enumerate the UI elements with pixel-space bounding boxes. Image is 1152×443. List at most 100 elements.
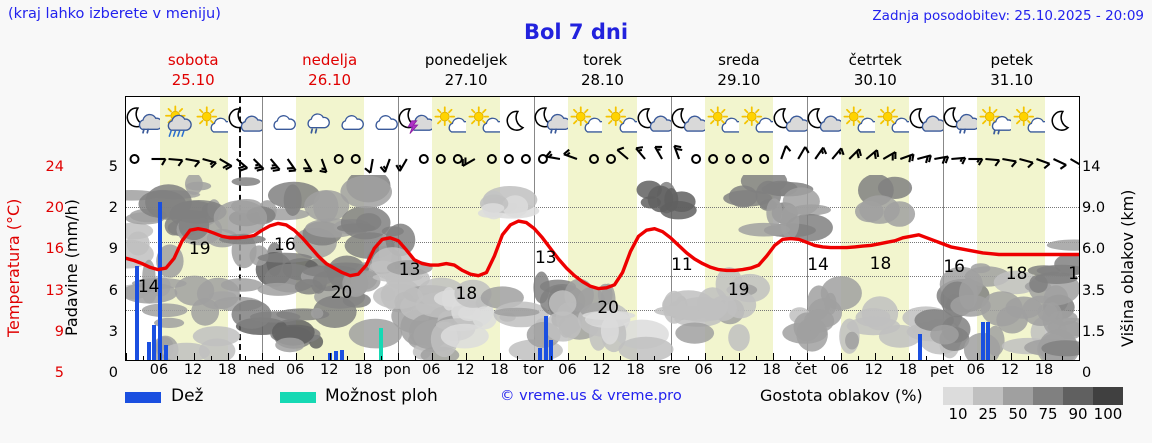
- cloud-blob: [1058, 320, 1079, 340]
- x-axis-tick: [177, 356, 179, 360]
- precipitation-tick: 0: [108, 365, 118, 381]
- cloud-height-tick: 1.5: [1082, 323, 1106, 340]
- cloud-blob: [310, 308, 324, 319]
- x-axis-tick: [126, 353, 127, 360]
- x-axis-tick: [296, 353, 298, 360]
- wind-barb: [725, 154, 736, 164]
- x-axis-tick: [789, 356, 791, 360]
- cloud-height-tick: 6.0: [1082, 241, 1106, 258]
- x-axis-label: 18: [762, 362, 781, 378]
- precipitation-tick: 3: [108, 323, 118, 340]
- x-axis-tick: [942, 353, 944, 360]
- day-separator: [806, 175, 808, 360]
- showers-legend-swatch: [280, 392, 316, 403]
- x-axis-label: sre: [658, 362, 681, 378]
- day-name: ponedeljek: [424, 51, 508, 69]
- wind-barb: [635, 146, 646, 160]
- wind-barb: [831, 147, 845, 160]
- day-separator: [942, 142, 944, 175]
- day-date: 28.10: [581, 71, 624, 89]
- cloud-blob: [1035, 272, 1078, 284]
- x-axis-tick: [857, 356, 859, 360]
- current-time-line: [239, 175, 242, 360]
- cloud-height-tick: 0: [1082, 365, 1092, 381]
- x-axis-tick: [500, 353, 502, 360]
- wind-barb: [1069, 158, 1079, 168]
- cloud-blob: [162, 342, 210, 360]
- cloud-blob: [600, 316, 619, 345]
- showers-legend-label: Možnost ploh: [325, 386, 438, 406]
- cloud-blob: [231, 177, 261, 186]
- sun-cloud-icon: [841, 97, 875, 142]
- cloud-blob: [313, 295, 357, 328]
- wind-barb: [486, 154, 497, 164]
- x-axis-labels: 06 12 18 ned 06 12 18 pon 06 12 18 tor 06 12 18 sre 06 12…: [120, 362, 1085, 382]
- x-axis-label: pon: [383, 362, 411, 378]
- cloud-blob: [930, 324, 959, 345]
- wind-barb: [545, 150, 561, 161]
- current-time-line: [239, 97, 242, 142]
- x-axis-tick: [602, 353, 604, 360]
- x-axis-label: 12: [183, 362, 203, 378]
- moon-cloud-drizzle-icon: [943, 97, 977, 142]
- wind-barb: [951, 156, 967, 165]
- current-time-line: [239, 142, 242, 175]
- rain-bar: [339, 349, 344, 360]
- precipitation-tick: 5: [108, 159, 118, 175]
- cloud-blob: [738, 222, 790, 237]
- rain-legend-swatch: [125, 392, 161, 403]
- cloud-blob: [348, 318, 403, 349]
- cloud-height-tick: 3.5: [1082, 282, 1106, 299]
- x-axis-tick: [755, 356, 757, 360]
- temperature-value-label: 13: [398, 259, 421, 280]
- day-header-row: sobota 25.10 nedelja 26.10 ponedeljek 27.10 to…: [125, 50, 1080, 94]
- cloud-blob: [728, 324, 750, 352]
- x-axis-label: 18: [1034, 362, 1054, 378]
- cloud-density-value: 75: [1038, 405, 1058, 423]
- x-axis-label: pet: [929, 362, 954, 378]
- x-axis-label: 12: [864, 362, 884, 378]
- precipitation-axis-title: Padavine (mm/h): [62, 199, 81, 337]
- cloud-blob: [820, 276, 862, 311]
- day-separator: [806, 142, 808, 175]
- sun-cloud-icon: [194, 97, 229, 142]
- temperature-value-label: 11: [671, 255, 693, 276]
- moon-cloud-thunder-icon: [398, 97, 433, 142]
- cloud-blob: [380, 287, 395, 301]
- copyright-link[interactable]: © vreme.us & vreme.pro: [500, 388, 682, 404]
- horizontal-gridline: [126, 241, 1079, 243]
- cloud-blob: [231, 299, 272, 329]
- sun-cloud-icon: [739, 97, 773, 142]
- x-axis-tick: [483, 356, 485, 360]
- temperature-value-label: 16: [943, 256, 966, 277]
- wind-barb: [350, 154, 361, 164]
- wind-barb: [151, 157, 167, 166]
- cloud-blob: [196, 277, 240, 310]
- day-name: sobota: [167, 51, 219, 69]
- x-axis-tick: [228, 353, 230, 360]
- cloud-blob: [213, 200, 268, 236]
- sun-cloud-icon: [432, 97, 467, 142]
- cloud-density-value: 50: [1008, 405, 1028, 423]
- x-axis-label: ned: [247, 362, 275, 378]
- x-axis-tick: [585, 356, 587, 360]
- cloud-density-value: 100: [1093, 405, 1123, 423]
- daylight-band: [296, 142, 365, 175]
- cloud-blob: [675, 322, 715, 344]
- wind-barb: [202, 157, 217, 169]
- cloud-blob: [878, 324, 922, 348]
- day-header-sreda: sreda 29.10: [671, 50, 807, 94]
- x-axis-label: 12: [319, 362, 339, 378]
- wind-barb: [1002, 157, 1018, 168]
- wind-barb: [503, 154, 514, 164]
- x-axis-tick: [432, 353, 434, 360]
- temperature-tick: 16: [45, 241, 64, 258]
- wind-barb: [606, 154, 617, 164]
- cloud-blob: [877, 176, 913, 199]
- x-axis-label: 12: [1000, 362, 1020, 378]
- sun-cloud-drizzle-icon: [977, 97, 1011, 142]
- cloud-blob: [577, 287, 606, 318]
- wind-barb: [379, 158, 391, 173]
- rain-bar: [163, 345, 168, 360]
- sun-cloud-icon: [568, 97, 603, 142]
